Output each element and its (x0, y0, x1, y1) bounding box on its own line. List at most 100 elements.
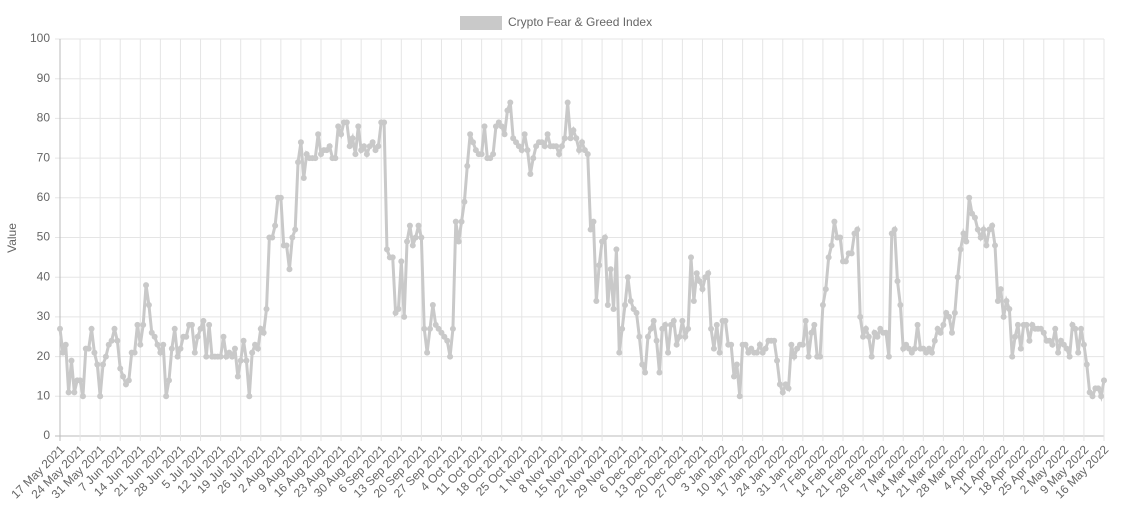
data-point (246, 393, 253, 400)
data-point (229, 353, 236, 360)
data-point (363, 151, 370, 158)
data-point (283, 242, 290, 249)
data-point (980, 226, 987, 233)
data-point (507, 99, 514, 106)
data-point (470, 139, 477, 146)
data-point (295, 159, 302, 166)
y-tick-label: 70 (37, 150, 51, 164)
data-point (68, 357, 75, 364)
data-point (412, 234, 419, 241)
data-point (705, 270, 712, 277)
data-point (685, 325, 692, 332)
data-point (91, 349, 98, 356)
data-point (822, 286, 829, 293)
data-point (771, 337, 778, 344)
data-point (65, 389, 72, 396)
data-point (243, 357, 250, 364)
data-point (57, 325, 63, 332)
data-point (203, 353, 210, 360)
data-point (406, 222, 413, 229)
data-point (254, 345, 261, 352)
data-point (541, 143, 548, 150)
data-point (94, 361, 101, 368)
data-point (191, 349, 198, 356)
data-point (590, 218, 597, 225)
data-point (604, 301, 611, 308)
data-point (817, 353, 824, 360)
data-point (527, 170, 534, 177)
data-point (774, 357, 781, 364)
data-point (708, 325, 715, 332)
data-point (1078, 325, 1085, 332)
legend-swatch[interactable] (460, 16, 502, 30)
data-point (398, 258, 405, 265)
data-point (584, 151, 591, 158)
data-point (444, 337, 451, 344)
data-point (111, 325, 118, 332)
data-point (524, 147, 531, 154)
data-point (556, 151, 563, 158)
data-point (992, 242, 999, 249)
legend-label[interactable]: Crypto Fear & Greed Index (508, 15, 652, 29)
data-point (977, 234, 984, 241)
data-point (951, 309, 958, 316)
data-point (200, 317, 207, 324)
data-point (297, 139, 304, 146)
data-point (567, 135, 574, 142)
data-point (220, 333, 227, 340)
data-point (1072, 325, 1079, 332)
data-point (802, 317, 809, 324)
data-point (231, 345, 238, 352)
data-point (389, 254, 396, 261)
data-point (865, 333, 872, 340)
data-point (561, 135, 568, 142)
data-point (713, 321, 720, 328)
data-point (518, 147, 525, 154)
data-point (627, 298, 634, 305)
data-point (117, 365, 124, 372)
data-point (140, 321, 147, 328)
data-point (1055, 349, 1062, 356)
data-point (644, 333, 651, 340)
data-point (894, 278, 901, 285)
data-point (375, 143, 382, 150)
data-point (808, 329, 815, 336)
data-point (401, 313, 408, 320)
data-point (579, 139, 585, 146)
data-point (1098, 393, 1105, 400)
data-point (145, 301, 152, 308)
data-point (286, 266, 293, 273)
data-point (857, 313, 864, 320)
data-point (1009, 353, 1016, 360)
data-point (143, 282, 150, 289)
data-point (785, 385, 792, 392)
data-point (963, 238, 970, 245)
data-point (762, 345, 769, 352)
y-tick-label: 40 (37, 269, 51, 283)
data-point (289, 234, 296, 241)
data-point (1080, 341, 1087, 348)
data-point (1012, 333, 1019, 340)
data-point (292, 226, 299, 233)
data-point (177, 345, 184, 352)
data-point (452, 218, 459, 225)
data-point (619, 325, 626, 332)
data-point (249, 349, 256, 356)
data-point (501, 131, 508, 138)
data-point (636, 333, 643, 340)
data-point (622, 301, 629, 308)
y-axis-label: Value (5, 223, 19, 253)
data-point (776, 381, 783, 388)
data-point (120, 373, 127, 380)
data-point (461, 198, 468, 205)
data-point (891, 226, 898, 233)
data-point (125, 377, 132, 384)
y-tick-label: 100 (30, 31, 50, 45)
data-point (564, 99, 571, 106)
data-point (409, 242, 416, 249)
data-point (312, 155, 319, 162)
data-point (467, 131, 474, 138)
data-point (576, 147, 583, 154)
data-point (966, 194, 973, 201)
data-point (1101, 377, 1107, 384)
